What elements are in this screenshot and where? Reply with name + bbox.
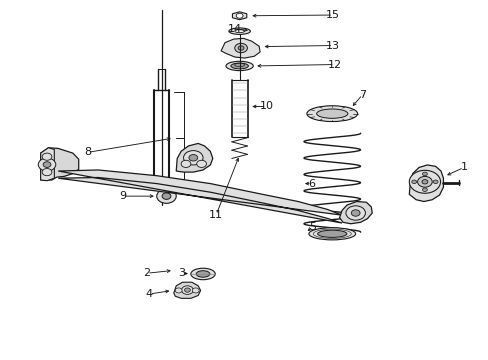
Circle shape [162,193,170,199]
Ellipse shape [306,106,357,122]
Text: 1: 1 [460,162,467,172]
Circle shape [38,158,56,171]
Ellipse shape [196,271,209,277]
Circle shape [192,288,199,293]
Circle shape [345,206,365,220]
Ellipse shape [316,109,347,118]
Text: 13: 13 [325,41,340,50]
Text: 11: 11 [209,210,223,220]
Text: 4: 4 [145,289,153,299]
Circle shape [238,46,244,50]
Circle shape [432,180,437,184]
Circle shape [196,160,206,167]
Text: 9: 9 [119,191,126,201]
Circle shape [421,180,427,184]
Circle shape [188,154,197,161]
Circle shape [183,150,203,165]
Circle shape [184,288,190,292]
Text: 12: 12 [327,59,341,69]
Ellipse shape [234,30,244,33]
Polygon shape [176,143,212,172]
Ellipse shape [317,230,346,237]
Circle shape [157,189,176,203]
Circle shape [422,188,427,192]
Circle shape [236,13,243,18]
Ellipse shape [225,61,253,71]
Ellipse shape [308,228,355,240]
Text: 2: 2 [143,268,150,278]
Circle shape [422,172,427,176]
Text: 5: 5 [308,222,316,231]
Circle shape [234,43,247,53]
Polygon shape [173,282,200,298]
Circle shape [350,210,359,216]
Ellipse shape [228,28,250,35]
Circle shape [181,286,193,294]
Polygon shape [232,12,246,20]
Polygon shape [339,202,371,224]
Ellipse shape [190,268,215,280]
Circle shape [42,153,52,160]
Circle shape [43,162,51,167]
Text: 6: 6 [307,179,315,189]
Polygon shape [58,170,341,223]
Text: 3: 3 [178,268,185,278]
Text: 14: 14 [227,24,241,34]
Polygon shape [41,148,54,181]
Text: 7: 7 [358,90,366,100]
Polygon shape [221,39,260,58]
Circle shape [42,168,52,176]
Circle shape [408,170,440,193]
Text: 15: 15 [325,10,340,20]
Text: 10: 10 [259,102,273,112]
Ellipse shape [230,63,248,69]
Circle shape [417,176,431,187]
Polygon shape [408,165,443,202]
Text: 8: 8 [84,147,91,157]
Circle shape [181,160,190,167]
Circle shape [175,288,182,293]
Polygon shape [41,148,79,180]
Circle shape [411,180,416,184]
